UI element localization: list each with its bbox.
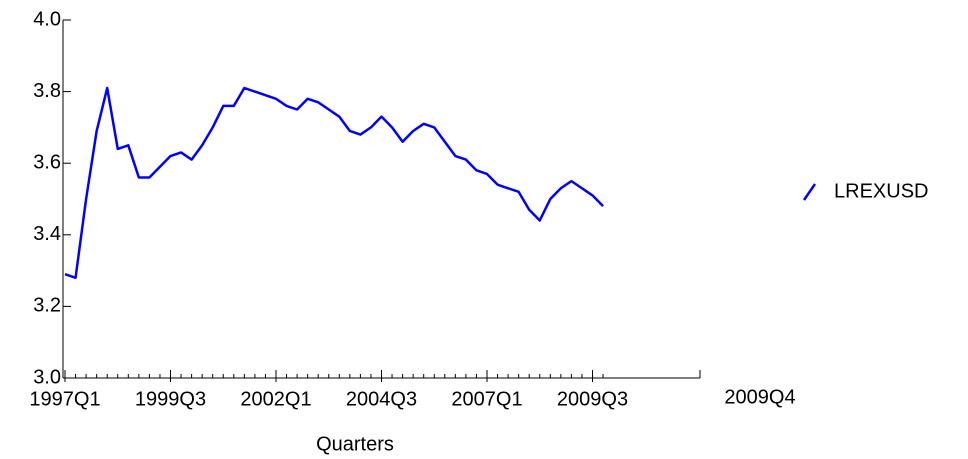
x-tick-label: 1997Q1	[29, 388, 100, 410]
y-tick-label: 3.2	[33, 295, 61, 317]
y-tick-label: 3.0	[33, 366, 61, 388]
legend-swatch	[802, 183, 817, 201]
y-tick-label: 3.6	[33, 151, 61, 173]
x-tick-label: 2009Q3	[557, 388, 628, 410]
x-tick-label: 2007Q1	[451, 388, 522, 410]
y-tick-label: 3.4	[33, 223, 61, 245]
legend-label: LREXUSD	[834, 180, 928, 202]
x-axis-title: Quarters	[316, 433, 394, 455]
annotation: 2009Q4	[724, 386, 795, 408]
x-tick-label: 2002Q1	[240, 388, 311, 410]
x-tick-label: 1999Q3	[135, 388, 206, 410]
y-tick-label: 4.0	[33, 8, 61, 30]
y-tick-label: 3.8	[33, 80, 61, 102]
x-tick-label: 2004Q3	[346, 388, 417, 410]
series-line	[64, 86, 604, 280]
